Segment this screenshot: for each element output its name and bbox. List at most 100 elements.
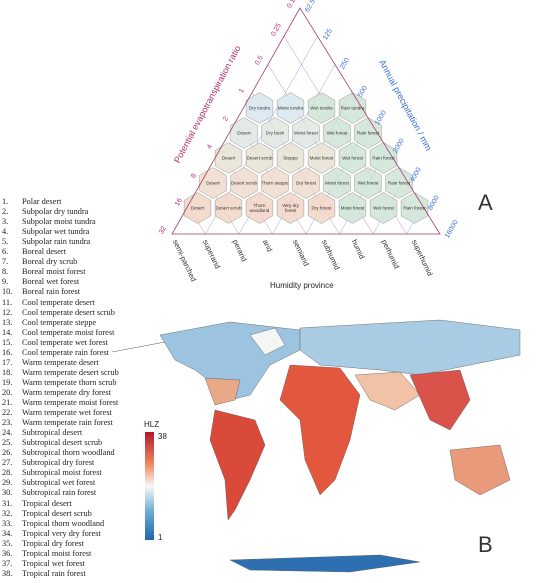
life-zone-label: Desert [237,130,251,136]
legend-item: 11. Cool temperate desert [2,298,95,308]
life-zone-hexagon [338,192,367,224]
legend-name: Subpolar rain tundra [22,237,91,247]
legend-number: 12. [2,307,13,317]
life-zone-hexagon [354,117,382,149]
legend-number: 8. [2,267,9,277]
legend-number: 6. [2,247,9,257]
life-zone-hexagon [214,192,243,224]
life-zone-label: Desert [190,205,205,211]
life-zone-label: Dry forest [296,180,316,186]
legend-item: 6. Boreal desert [2,247,66,257]
legend-number: 4. [2,227,9,237]
life-zone-label: Dry bush [265,130,285,136]
legend-item: 19. Warm temperate thorn scrub [2,378,116,388]
legend-item: 14. Cool temperate moist forest [2,328,114,338]
life-zone-label: Steppe [283,155,298,161]
legend-number: 30. [2,488,13,498]
life-zone-hexagon [261,167,289,199]
legend-number: 9. [2,277,9,287]
legend-item: 23. Warm temperate rain forest [2,418,113,428]
legend-number: 7. [2,257,9,267]
legend-name: Tropical dry forest [22,538,84,548]
legend-name: Cool temperate desert [22,297,95,307]
legend-name: Boreal moist forest [22,267,86,277]
life-zone-label: Thorn woodland [249,203,270,213]
legend-number: 26. [2,448,13,458]
panel-label: A [478,190,493,215]
legend-item: 5. Subpolar rain tundra [2,237,90,247]
legend-item: 35. Tropical dry forest [2,539,84,549]
legend-name: Cool temperate wet forest [22,337,108,347]
legend-item: 3. Subpolar moist tundra [2,217,96,227]
life-zone-hexagon [292,167,320,199]
legend-name: Warm temperate desert scrub [22,367,119,377]
legend-name: Warm temperate rain forest [22,418,113,428]
life-zone-hexagon [338,142,367,174]
legend-name: Boreal wet forest [22,277,80,287]
legend-number: 17. [2,357,13,367]
legend-number: 2. [2,207,9,217]
legend-item: 1. Polar desert [2,197,61,207]
legend-name: Warm temperate wet forest [22,408,112,418]
life-zone-label: Wet forest [326,130,348,136]
legend-number: 10. [2,287,13,297]
legend-item: 15. Cool temperate wet forest [2,338,108,348]
legend-item: 13. Cool temperate steppe [2,318,96,328]
legend-name: Subtropical desert scrub [22,438,103,448]
life-zone-hexagon [338,92,367,124]
legend-item: 32. Tropical desert scrub [2,509,92,519]
legend-item: 9. Boreal wet forest [2,277,79,287]
legend-number: 20. [2,387,13,397]
life-zone-label: Dry forest [311,205,332,211]
legend-name: Tropical desert [22,498,72,508]
life-zone-label: Moist forest [340,205,365,211]
legend-item: 38. Tropical rain forest [2,569,86,579]
legend-name: Tropical wet forest [22,558,85,568]
life-zone-label: Wet forest [373,205,394,211]
legend-name: Polar desert [22,197,62,206]
life-zone-label: Thorn steppe [261,180,289,186]
legend-item: 30. Subtropical rain forest [2,488,96,498]
legend-name: Warm temperate thorn scrub [22,377,117,387]
life-zone-hexagon [369,192,398,224]
legend-item: 36. Tropical moist forest [2,549,91,559]
legend-number: 15. [2,337,13,347]
legend-number: 28. [2,468,13,478]
life-zone-hexagon [323,117,351,149]
world-map [159,319,521,573]
life-zone-hexagon [307,142,336,174]
legend-item: 29. Subtropical wet forest [2,478,95,488]
legend-number: 18. [2,367,13,377]
legend-number: 25. [2,438,13,448]
colorbar-title: HLZ [144,420,160,429]
colorbar [145,432,154,540]
legend-item: 34. Tropical very dry forest [2,529,101,539]
legend-item: 12. Cool temperate desert scrub [2,308,115,318]
legend-name: Cool temperate steppe [22,317,97,327]
legend-number: 38. [2,568,13,578]
life-zone-label: Moist forest [309,155,334,161]
triangle [171,7,441,235]
legend-name: Boreal rain forest [22,287,81,297]
life-zone-hexagon [214,142,243,174]
legend-name: Cool temperate moist forest [22,327,115,337]
life-zone-label: Rain forest [387,180,411,186]
legend-number: 3. [2,217,9,227]
legend-name: Subtropical moist forest [22,468,102,478]
life-zone-hexagon [307,92,336,124]
life-zone-label: Desert [206,180,220,186]
legend-name: Cool temperate desert scrub [22,307,115,317]
life-zone-hexagon [230,167,258,199]
legend-name: Subtropical rain forest [22,488,97,498]
life-zone-hexagon [307,192,336,224]
legend-item: 21. Warm temperate moist forest [2,398,118,408]
legend-number: 33. [2,518,13,528]
legend-item: 17. Warm temperate desert [2,358,99,368]
legend-item: 37. Tropical wet forest [2,559,85,569]
life-zone-label: Moist forest [325,180,349,186]
legend-number: 14. [2,327,13,337]
legend-name: Tropical thorn woodland [22,518,105,528]
legend-name: Subpolar dry tundra [22,207,89,217]
legend-item: 16. Cool temperate rain forest [2,348,109,358]
